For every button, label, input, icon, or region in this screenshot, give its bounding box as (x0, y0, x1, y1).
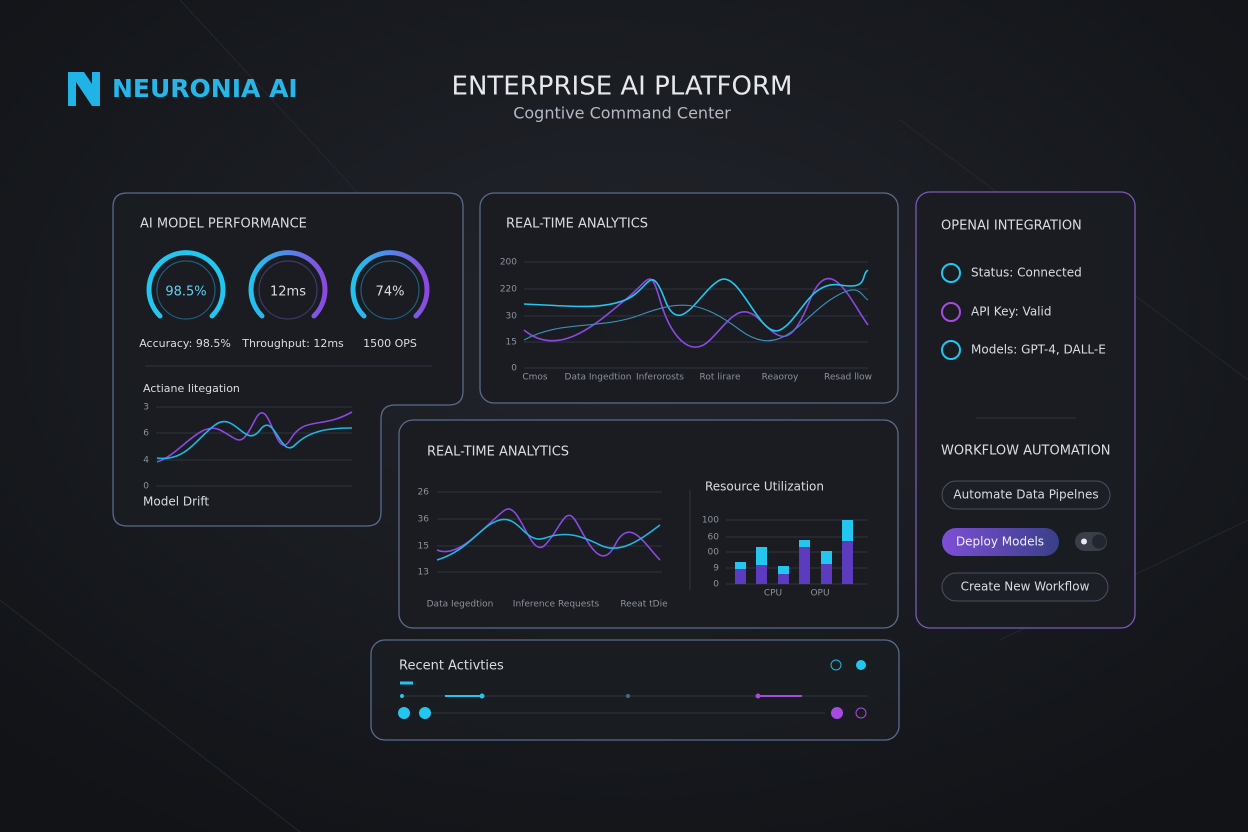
resource-title: Resource Utilization (705, 480, 824, 494)
y-tick-label: 26 (418, 488, 430, 498)
x-tick-label: Reeat tDie (620, 600, 668, 610)
panel-title: WORKFLOW AUTOMATION (941, 444, 1111, 459)
x-tick-label: OPU (810, 589, 829, 599)
x-tick-label: Reaoroy (762, 373, 799, 383)
gauge-caption: Throughput: 12ms (241, 337, 344, 350)
panel-activities (370, 639, 900, 741)
analytics-top-axis: 200 220 30 15 0 Cmos Data Ingedtion Inferorosts… (500, 258, 872, 383)
panel-title: Recent Activties (399, 659, 504, 674)
subchart-footer: Model Drift (143, 495, 209, 509)
y-tick-label: 15 (418, 542, 429, 552)
page-title: ENTERPRISE AI PLATFORM (452, 72, 793, 102)
x-tick-label: Data Iegedtion (427, 600, 494, 610)
subchart-title: Actiane Iitegation (143, 382, 240, 395)
y-tick-label: 15 (506, 338, 517, 348)
analytics-top-lines (523, 269, 869, 348)
button-label[interactable]: Create New Workflow (961, 580, 1090, 594)
status-dot (941, 263, 961, 283)
gauges (146, 250, 430, 320)
gauge-caption: Accuracy: 98.5% (139, 337, 231, 350)
status-dot (941, 340, 961, 360)
x-tick-label: Inferorosts (636, 373, 684, 383)
x-tick-label: Cmos (522, 373, 548, 383)
y-tick-label: 0 (511, 364, 517, 374)
gauge-caption: 1500 OPS (363, 337, 417, 350)
y-tick-label: 220 (500, 285, 517, 295)
panel-analytics-mid (398, 419, 899, 629)
analytics-mid-lines (436, 508, 661, 561)
logo-icon (68, 72, 100, 106)
y-tick-label: 13 (418, 568, 429, 578)
x-tick-label: Rot lirare (699, 373, 740, 383)
y-tick-label: 9 (713, 564, 719, 574)
button[interactable]: Create New Workflow (941, 572, 1109, 602)
panel-title: AI MODEL PERFORMANCE (140, 217, 307, 232)
x-tick-label: Inference Requests (513, 600, 600, 610)
button-label[interactable]: Deploy Models (956, 535, 1044, 549)
activity-timeline (398, 659, 868, 719)
status-item: Models: GPT-4, DALL-E (971, 343, 1106, 357)
y-tick-label: 100 (702, 516, 719, 526)
x-tick-label: Data Ingedtion (565, 373, 632, 383)
subchart-lines (156, 411, 353, 463)
panel-title: REAL-TIME ANALYTICS (427, 445, 569, 460)
gauge-arc (146, 250, 226, 319)
x-tick-label: Resad llow (824, 373, 872, 383)
panel-model-performance (112, 192, 464, 527)
analytics-mid-axis: 26 36 15 13 Data Iegedtion Inference Requests… (418, 488, 669, 610)
brand: NEURONIA AI (112, 74, 298, 103)
x-tick-label: CPU (764, 589, 782, 599)
y-tick-label: 36 (418, 515, 430, 525)
toggle[interactable] (1075, 532, 1107, 551)
gauge-value: 74% (376, 285, 405, 300)
button[interactable]: Automate Data Pipelnes (941, 480, 1111, 510)
status-item: API Key: Valid (971, 305, 1051, 319)
status-item: Status: Connected (971, 266, 1082, 280)
y-tick-label: 0 (143, 482, 149, 492)
gauge-arc (248, 250, 328, 319)
button-label[interactable]: Automate Data Pipelnes (953, 488, 1098, 502)
y-tick-label: 30 (506, 312, 518, 322)
y-tick-label: 4 (143, 456, 149, 466)
status-dot (941, 302, 961, 322)
button[interactable]: Deploy Models (942, 528, 1059, 556)
panel-title: OPENAI INTEGRATION (941, 219, 1082, 234)
gauge-arc (350, 250, 430, 319)
y-tick-label: 60 (708, 533, 720, 543)
y-tick-label: 0 (713, 580, 719, 590)
gauge-value: 98.5% (165, 285, 206, 300)
y-tick-label: 00 (708, 548, 720, 558)
panel-title: REAL-TIME ANALYTICS (506, 217, 648, 232)
resource-bars (735, 520, 853, 584)
subchart-axis: 3 6 4 0 (143, 403, 352, 492)
panel-analytics-top (479, 192, 899, 404)
page-subtitle: Cogntive Command Center (513, 104, 731, 123)
panel-integration (915, 191, 1136, 629)
y-tick-label: 200 (500, 258, 517, 268)
gauge-value: 12ms (270, 285, 306, 300)
y-tick-label: 6 (143, 429, 149, 439)
y-tick-label: 3 (143, 403, 149, 413)
